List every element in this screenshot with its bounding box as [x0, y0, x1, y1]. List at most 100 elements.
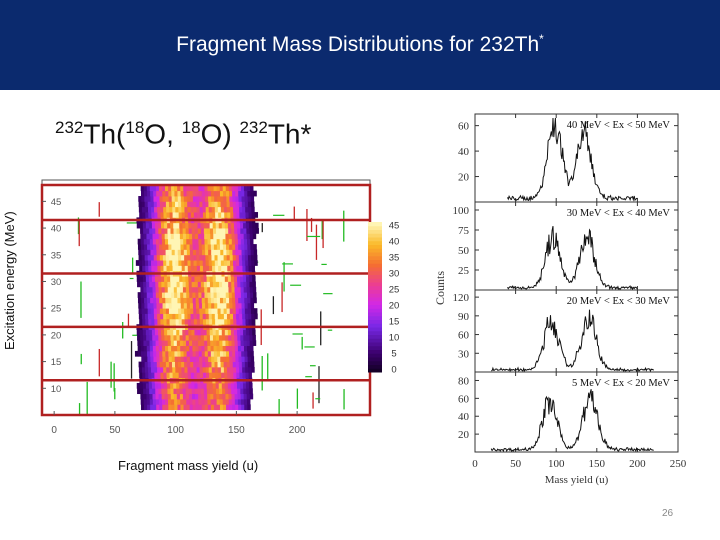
x-tick-label: 100 — [167, 425, 184, 436]
heatmap-cell — [140, 238, 145, 245]
heatmap-cell — [167, 276, 171, 282]
heatmap-cell — [175, 318, 180, 325]
heatmap-cell — [190, 254, 194, 261]
heatmap-cell — [199, 361, 203, 368]
colorbar-swatch — [368, 334, 382, 339]
heatmap-cell — [196, 308, 200, 314]
colorbar-swatch — [368, 267, 382, 272]
heatmap-cell — [199, 249, 203, 256]
heatmap-cell — [170, 388, 174, 395]
heatmap-cell — [213, 233, 217, 240]
heatmap-cell — [244, 196, 249, 202]
heatmap-cell — [183, 238, 187, 245]
heatmap-cell — [161, 281, 165, 288]
heatmap-cell — [156, 356, 160, 362]
heatmap-cell — [163, 260, 167, 266]
heatmap-cell — [208, 249, 212, 256]
heatmap-cell — [159, 404, 163, 411]
heatmap-cell — [202, 372, 207, 379]
heatmap-cell — [210, 292, 214, 298]
heatmap-cell — [239, 265, 243, 272]
heatmap-cell — [210, 297, 215, 304]
heatmap-cell — [141, 302, 145, 309]
heatmap-cell — [167, 286, 172, 293]
heatmap-cell — [187, 265, 192, 272]
spectra-x-axis-label: Mass yield (u) — [545, 474, 609, 486]
heatmap-cell — [189, 356, 194, 362]
heatmap-cell — [184, 361, 188, 368]
heatmap-cell — [161, 222, 165, 229]
heatmap-cell — [177, 297, 181, 304]
heatmap-cell — [144, 190, 148, 197]
heatmap-cell — [243, 329, 247, 336]
heatmap-cell — [151, 318, 155, 325]
y-tick-label: 40 — [51, 224, 62, 235]
heatmap-cell — [137, 340, 141, 346]
heatmap-cell — [149, 281, 153, 288]
heatmap-cell — [247, 356, 252, 362]
heatmap-cell — [171, 244, 175, 250]
heatmap-cell — [231, 185, 236, 192]
heatmap-cell — [233, 318, 237, 325]
heatmap-cell — [224, 222, 229, 229]
heatmap-cell — [247, 302, 252, 309]
heatmap-cell — [203, 228, 208, 234]
heatmap-cell — [250, 302, 255, 309]
heatmap-cell — [217, 366, 222, 373]
y-tick-label: 45 — [51, 197, 62, 208]
heatmap-cell — [226, 249, 230, 256]
heatmap-cell — [143, 233, 147, 240]
heatmap-cell — [177, 185, 181, 192]
heatmap-cell — [223, 308, 228, 314]
heatmap-cell — [156, 201, 161, 208]
heatmap-cell — [201, 345, 205, 352]
heatmap-cell — [219, 393, 223, 400]
heatmap-cell — [152, 233, 156, 240]
heatmap-cell — [168, 249, 173, 256]
heatmap-cell — [222, 228, 226, 234]
heatmap-cell — [170, 281, 174, 288]
heatmap-cell — [190, 361, 194, 368]
heatmap-cell — [218, 276, 223, 282]
heatmap-cell — [226, 356, 230, 362]
heatmap-cell — [155, 345, 160, 352]
heatmap-cell — [160, 366, 164, 373]
heatmap-cell — [164, 233, 169, 240]
heatmap-cell — [219, 238, 224, 245]
heatmap-cell — [229, 196, 233, 202]
heatmap-cell — [251, 260, 255, 266]
heatmap-cell — [146, 334, 150, 341]
heatmap-cell — [213, 404, 218, 411]
heatmap-cell — [171, 302, 176, 309]
heatmap-cell — [216, 185, 221, 192]
heatmap-cell — [176, 281, 180, 288]
heatmap-cell — [195, 356, 200, 362]
heatmap-cell — [180, 238, 184, 245]
heatmap-cell — [174, 196, 179, 202]
heatmap-cell — [150, 254, 155, 261]
heatmap-cell — [221, 382, 226, 389]
heatmap-cell — [249, 222, 253, 229]
heatmap-cell — [217, 356, 221, 362]
heatmap-cell — [203, 382, 208, 389]
heatmap-cell — [153, 308, 158, 314]
heatmap-cell — [159, 190, 163, 197]
heatmap-cell — [213, 297, 218, 304]
heatmap-cell — [186, 350, 190, 357]
heatmap-cell — [234, 185, 239, 192]
heatmap-cell — [140, 334, 144, 341]
heatmap-cell — [187, 254, 191, 261]
heatmap-cell — [140, 292, 145, 298]
heatmap-cell — [245, 313, 249, 320]
heatmap-cell — [178, 201, 182, 208]
heatmap-cell — [164, 281, 168, 288]
heatmap-cell — [184, 206, 188, 213]
heatmap-cell — [240, 228, 244, 234]
heatmap-cell — [174, 404, 178, 411]
heatmap-cell — [244, 302, 249, 309]
heatmap-cell — [162, 361, 167, 368]
heatmap-cell — [148, 222, 153, 229]
spectrum-line — [490, 389, 654, 452]
heatmap-cell — [240, 238, 245, 245]
heatmap-cell — [154, 265, 158, 272]
